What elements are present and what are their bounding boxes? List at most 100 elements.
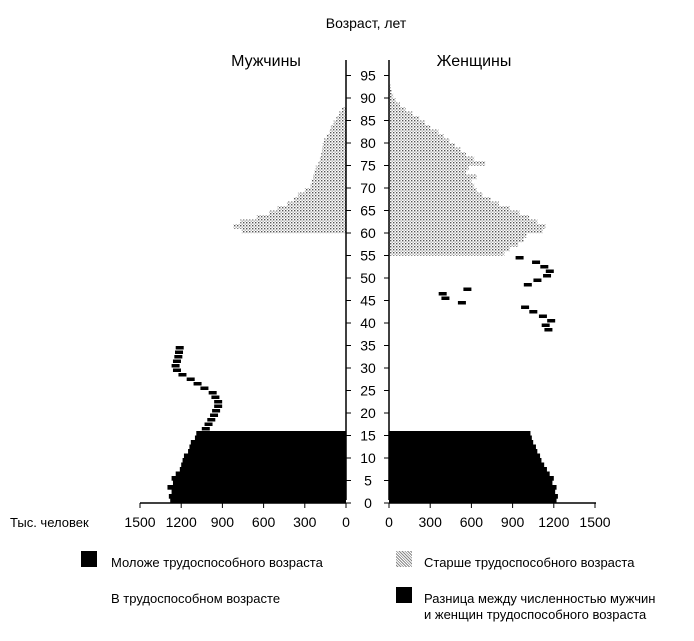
value-axis-title: Тыс. человек [10, 515, 89, 530]
men-old-bar-age-83 [330, 125, 346, 130]
men-old-bar-age-79 [322, 143, 346, 148]
age-tick-label-40: 40 [360, 315, 376, 331]
legend-old-label: Старше трудоспособного возраста [424, 555, 635, 570]
men-young-bar-age-13 [190, 440, 346, 445]
age-tick-label-75: 75 [360, 158, 376, 174]
women-young-bar-age-3 [389, 485, 557, 490]
men-old-bar-age-80 [324, 138, 346, 144]
women-diff-mark-age-52 [540, 265, 549, 269]
women-young-bar-age-6 [389, 471, 550, 477]
age-tick-label-45: 45 [360, 293, 376, 309]
age-tick-label-5: 5 [364, 473, 372, 489]
women-old-bar-age-59 [389, 233, 527, 238]
men-old-bar-age-67 [293, 197, 346, 202]
women-old-bar-age-75 [389, 161, 486, 166]
men-diff-mark-age-24 [208, 391, 217, 395]
women-young-bar-age-12 [389, 444, 536, 450]
women-young-bar-age-11 [389, 449, 538, 454]
men-old-bar-age-62 [240, 219, 346, 225]
women-old-bar-age-82 [389, 129, 439, 135]
men-old-bar-age-81 [326, 134, 346, 139]
men-old-bar-age-78 [321, 147, 346, 153]
age-tick-label-0: 0 [364, 495, 372, 511]
women-young-bar-age-15 [389, 431, 531, 436]
women-old-bar-age-67 [389, 197, 491, 202]
men-old-bar-age-82 [329, 129, 346, 135]
women-old-bar-age-65 [389, 206, 510, 211]
men-old-bar-age-66 [286, 201, 346, 207]
women-old-bar-age-55 [389, 251, 505, 256]
women-old-bar-age-56 [389, 246, 510, 252]
women-old-bar-age-90 [389, 93, 394, 99]
age-tick-label-85: 85 [360, 113, 376, 129]
women-old-bar-age-63 [389, 215, 530, 220]
age-tick-label-30: 30 [360, 360, 376, 376]
age-tick-label-20: 20 [360, 405, 376, 421]
women-old-bar-age-88 [389, 102, 400, 108]
women-young-bar-age-5 [389, 476, 554, 481]
legend-diff-label-line2: и женщин трудоспособного возраста [424, 607, 647, 622]
women-value-label-0: 0 [385, 514, 393, 530]
men-bars-group [167, 107, 346, 504]
men-old-bar-age-74 [315, 165, 346, 171]
legend-diff-label-line1: Разница между численностью мужчин [424, 591, 656, 606]
men-old-bar-age-61 [233, 224, 346, 229]
men-value-label-300: 300 [293, 514, 317, 530]
women-old-bar-age-57 [389, 242, 519, 247]
age-tick-label-95: 95 [360, 68, 376, 84]
men-diff-mark-age-28 [178, 373, 187, 377]
age-tick-label-70: 70 [360, 180, 376, 196]
men-diff-mark-age-26 [193, 382, 202, 386]
men-old-bar-age-64 [269, 210, 346, 216]
women-young-bar-age-10 [389, 453, 541, 459]
women-young-bar-age-2 [389, 489, 556, 495]
men-diff-mark-age-31 [172, 359, 181, 363]
men-diff-mark-age-34 [175, 346, 184, 350]
men-diff-mark-age-33 [175, 350, 184, 354]
men-young-bar-age-8 [181, 462, 346, 468]
women-old-bar-age-68 [389, 192, 483, 198]
women-diff-mark-age-40 [547, 319, 556, 323]
women-old-bar-age-78 [389, 147, 461, 153]
women-old-bar-age-58 [389, 237, 524, 243]
women-old-bar-age-80 [389, 138, 450, 144]
women-value-label-300: 300 [419, 514, 443, 530]
women-old-bar-age-79 [389, 143, 455, 148]
men-old-bar-age-87 [341, 107, 346, 112]
men-young-bar-age-14 [194, 435, 346, 441]
women-old-bar-age-71 [389, 179, 472, 184]
men-young-bar-age-10 [183, 453, 346, 459]
women-diff-mark-age-53 [532, 260, 541, 264]
women-young-bar-age-4 [389, 480, 553, 486]
age-tick-label-10: 10 [360, 450, 376, 466]
legend-young-label: Моложе трудоспособного возраста [111, 555, 323, 570]
women-diff-mark-age-44 [457, 301, 466, 305]
women-old-bar-age-86 [389, 111, 413, 117]
age-tick-label-35: 35 [360, 338, 376, 354]
women-diff-mark-age-39 [541, 323, 550, 327]
women-young-bar-age-13 [389, 440, 534, 445]
age-tick-label-80: 80 [360, 135, 376, 151]
men-diff-mark-age-27 [186, 377, 195, 381]
women-young-bar-age-0 [389, 498, 557, 504]
women-diff-mark-age-38 [544, 328, 553, 332]
women-value-label-600: 600 [460, 514, 484, 530]
women-value-label-1500: 1500 [579, 514, 610, 530]
legend-old-swatch [396, 551, 412, 567]
men-young-bar-age-9 [182, 458, 346, 463]
age-tick-label-90: 90 [360, 90, 376, 106]
women-old-bar-age-85 [389, 116, 420, 121]
men-diff-mark-age-16 [201, 427, 210, 431]
men-young-bar-age-4 [172, 480, 346, 486]
women-diff-mark-age-46 [438, 292, 447, 296]
age-tick-label-50: 50 [360, 270, 376, 286]
men-old-bar-age-68 [297, 192, 346, 198]
men-diff-mark-age-21 [214, 404, 223, 408]
legend-young-swatch [81, 551, 97, 567]
women-old-bar-age-61 [389, 224, 546, 229]
men-value-label-900: 900 [211, 514, 235, 530]
men-young-bar-age-3 [167, 485, 346, 490]
legend-diff-swatch [396, 587, 412, 603]
women-diff-mark-age-48 [523, 283, 532, 287]
